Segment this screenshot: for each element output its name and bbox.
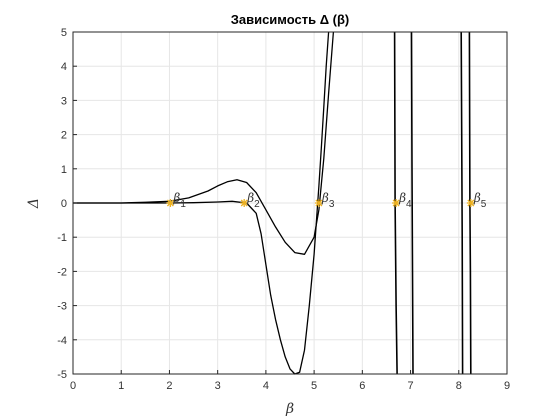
y-tick-label: -3	[57, 301, 67, 313]
chart-title: Зависимость Δ (β)	[231, 12, 350, 27]
series-line-1	[73, 31, 335, 255]
root-star-d2	[392, 199, 400, 207]
x-tick-label: 9	[504, 380, 510, 392]
root-marker-5: β5	[466, 191, 487, 210]
root-label-subscript: 5	[481, 199, 487, 210]
root-label-symbol: β	[321, 191, 329, 205]
y-tick-label: -5	[57, 369, 67, 381]
root-label-subscript: 2	[254, 199, 260, 210]
root-marker-3: β3	[314, 191, 335, 210]
x-tick-label: 2	[166, 380, 172, 392]
y-tick-label: -1	[57, 232, 67, 244]
series-line-3	[393, 31, 398, 375]
root-label-subscript: 1	[180, 199, 186, 210]
root-label-subscript: 3	[329, 199, 335, 210]
series-line-2	[73, 31, 330, 375]
root-markers: β1 β2 β3 β4 β5	[166, 191, 487, 210]
root-label-3: β3	[321, 191, 335, 210]
x-tick-label: 1	[118, 380, 124, 392]
x-tick-label: 0	[70, 380, 76, 392]
root-label-symbol: β	[246, 191, 254, 205]
root-star-d2	[315, 199, 323, 207]
y-tick-label: 5	[61, 27, 67, 39]
y-tick-label: -4	[57, 335, 67, 347]
series-line-6	[468, 31, 472, 375]
root-star-d2	[240, 199, 248, 207]
root-label-symbol: β	[172, 191, 180, 205]
x-tick-label: 4	[263, 380, 269, 392]
x-tick-label: 5	[311, 380, 317, 392]
x-tick-label: 7	[407, 380, 413, 392]
root-label-4: β4	[398, 191, 412, 210]
root-label-subscript: 4	[406, 199, 412, 210]
x-axis-label: β	[285, 401, 294, 417]
y-tick-label: 3	[61, 95, 67, 107]
y-tick-label: 1	[61, 164, 67, 176]
x-tick-label: 3	[215, 380, 221, 392]
root-marker-2: β2	[240, 191, 260, 210]
y-tick-label: 4	[61, 61, 67, 73]
root-label-1: β1	[172, 191, 186, 210]
root-marker-4: β4	[392, 191, 412, 210]
y-tick-label: -2	[57, 266, 67, 278]
root-label-5: β5	[473, 191, 487, 210]
y-axis-label: Δ	[26, 198, 42, 209]
x-tick-label: 6	[359, 380, 365, 392]
root-star-d2	[166, 199, 174, 207]
series-curves	[73, 31, 472, 375]
series-line-4	[410, 31, 414, 375]
y-tick-label: 2	[61, 130, 67, 142]
series-line-5	[460, 31, 464, 375]
root-label-2: β2	[246, 191, 260, 210]
x-tick-label: 8	[456, 380, 462, 392]
axis-ticks: 0 1 2 3 4 5 6 7 8 9 -5 -4 -3 -2 -1 0 1 2 3 4 5	[57, 27, 510, 392]
root-label-symbol: β	[398, 191, 406, 205]
root-marker-1: β1	[166, 191, 186, 210]
y-tick-label: 0	[61, 198, 67, 210]
grid	[72, 31, 508, 375]
root-label-symbol: β	[473, 191, 481, 205]
root-star-d2	[467, 199, 475, 207]
